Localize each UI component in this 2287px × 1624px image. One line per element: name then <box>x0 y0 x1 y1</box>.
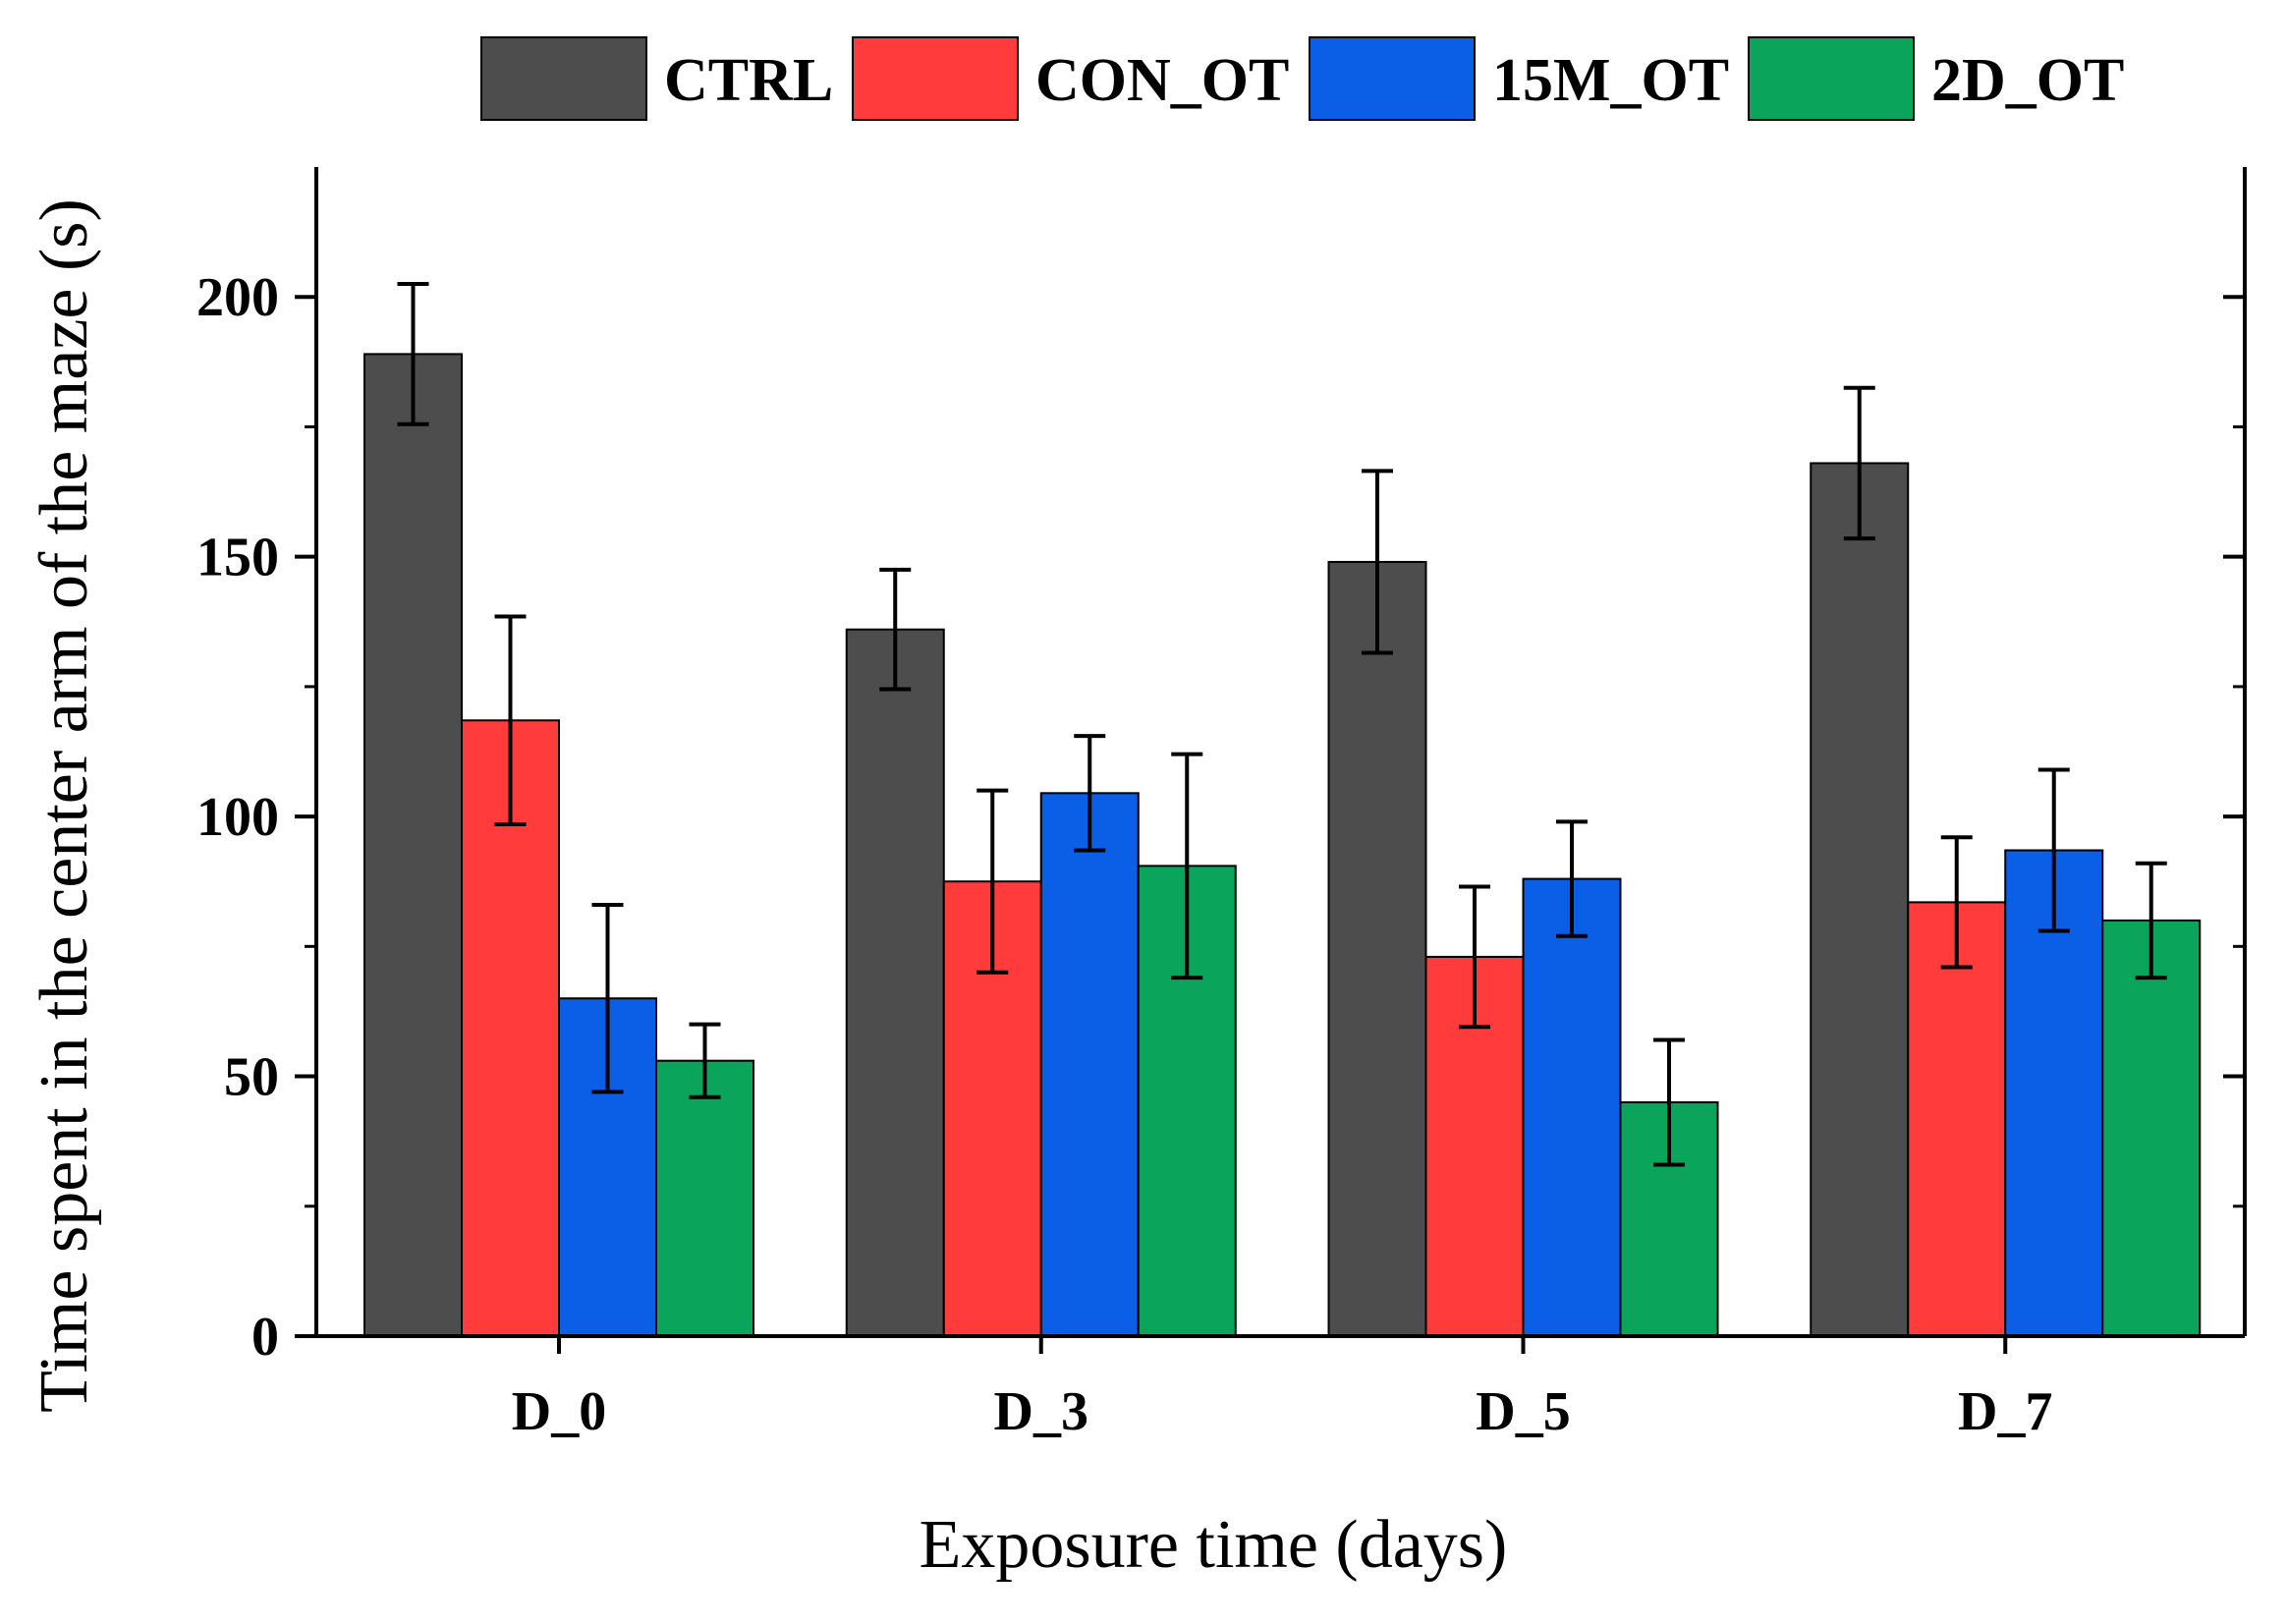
bar-ctrl-d-3 <box>845 628 945 1337</box>
legend-swatch-ctrl <box>480 36 647 121</box>
bar-con-ot-d-7 <box>1907 901 2007 1338</box>
x-tick-label-d-3: D_3 <box>994 1381 1088 1442</box>
x-tick-label-d-0: D_0 <box>512 1381 606 1442</box>
bar-15m-ot-d-3 <box>1039 792 1140 1337</box>
y-tick-label-200: 200 <box>196 267 279 328</box>
error-bar-15m-ot-d-3 <box>1074 734 1106 853</box>
legend-swatch-2d-ot <box>1748 36 1915 121</box>
plot-area: D_0 D_3 D_5 D_7 0 50 100 150 200 <box>196 167 2247 1442</box>
y-tick-label-0: 0 <box>251 1307 279 1368</box>
legend-swatch-con-ot <box>852 36 1019 121</box>
y-tick-label-50: 50 <box>224 1047 279 1108</box>
bar-2d-ot-d-7 <box>2101 919 2202 1338</box>
legend-label-ctrl: CTRL <box>664 47 833 114</box>
error-bar-con-ot-d-5 <box>1459 884 1490 1030</box>
error-bar-con-ot-d-3 <box>976 788 1009 975</box>
bar-ctrl-d-5 <box>1327 560 1427 1337</box>
error-bar-15m-ot-d-7 <box>2037 767 2070 933</box>
x-axis-title: Exposure time (days) <box>920 1507 1508 1583</box>
error-bar-15m-ot-d-0 <box>591 903 624 1094</box>
error-bar-ctrl-d-0 <box>397 282 429 426</box>
y-tick-label-150: 150 <box>196 528 279 588</box>
error-bar-2d-ot-d-5 <box>1653 1037 1685 1167</box>
error-bar-con-ot-d-7 <box>1940 835 1973 970</box>
error-bar-2d-ot-d-3 <box>1171 752 1203 980</box>
bar-2d-ot-d-0 <box>655 1059 754 1337</box>
bar-ctrl-d-7 <box>1810 462 1910 1337</box>
legend: CTRL CON_OT 15M_OT 2D_OT <box>480 36 2124 121</box>
error-bar-15m-ot-d-5 <box>1556 819 1588 938</box>
legend-label-15m-ot: 15M_OT <box>1492 47 1729 114</box>
bar-2d-ot-d-5 <box>1619 1101 1719 1337</box>
bar-ctrl-d-0 <box>363 353 463 1337</box>
bar-15m-ot-d-5 <box>1522 877 1622 1337</box>
legend-swatch-15m-ot <box>1309 36 1476 121</box>
error-bar-ctrl-d-3 <box>879 567 912 692</box>
x-tick-label-d-5: D_5 <box>1476 1381 1570 1442</box>
error-bar-2d-ot-d-7 <box>2135 861 2167 980</box>
error-bar-con-ot-d-0 <box>494 614 527 827</box>
y-tick-label-100: 100 <box>196 787 279 848</box>
legend-label-con-ot: CON_OT <box>1035 47 1289 114</box>
error-bar-ctrl-d-5 <box>1362 469 1393 655</box>
error-bar-ctrl-d-7 <box>1843 385 1875 541</box>
error-bar-2d-ot-d-0 <box>689 1022 721 1099</box>
legend-label-2d-ot: 2D_OT <box>1931 47 2124 114</box>
x-tick-label-d-7: D_7 <box>1958 1381 2052 1442</box>
y-axis-title: Time spent in the center arm of the maze… <box>27 198 102 1413</box>
